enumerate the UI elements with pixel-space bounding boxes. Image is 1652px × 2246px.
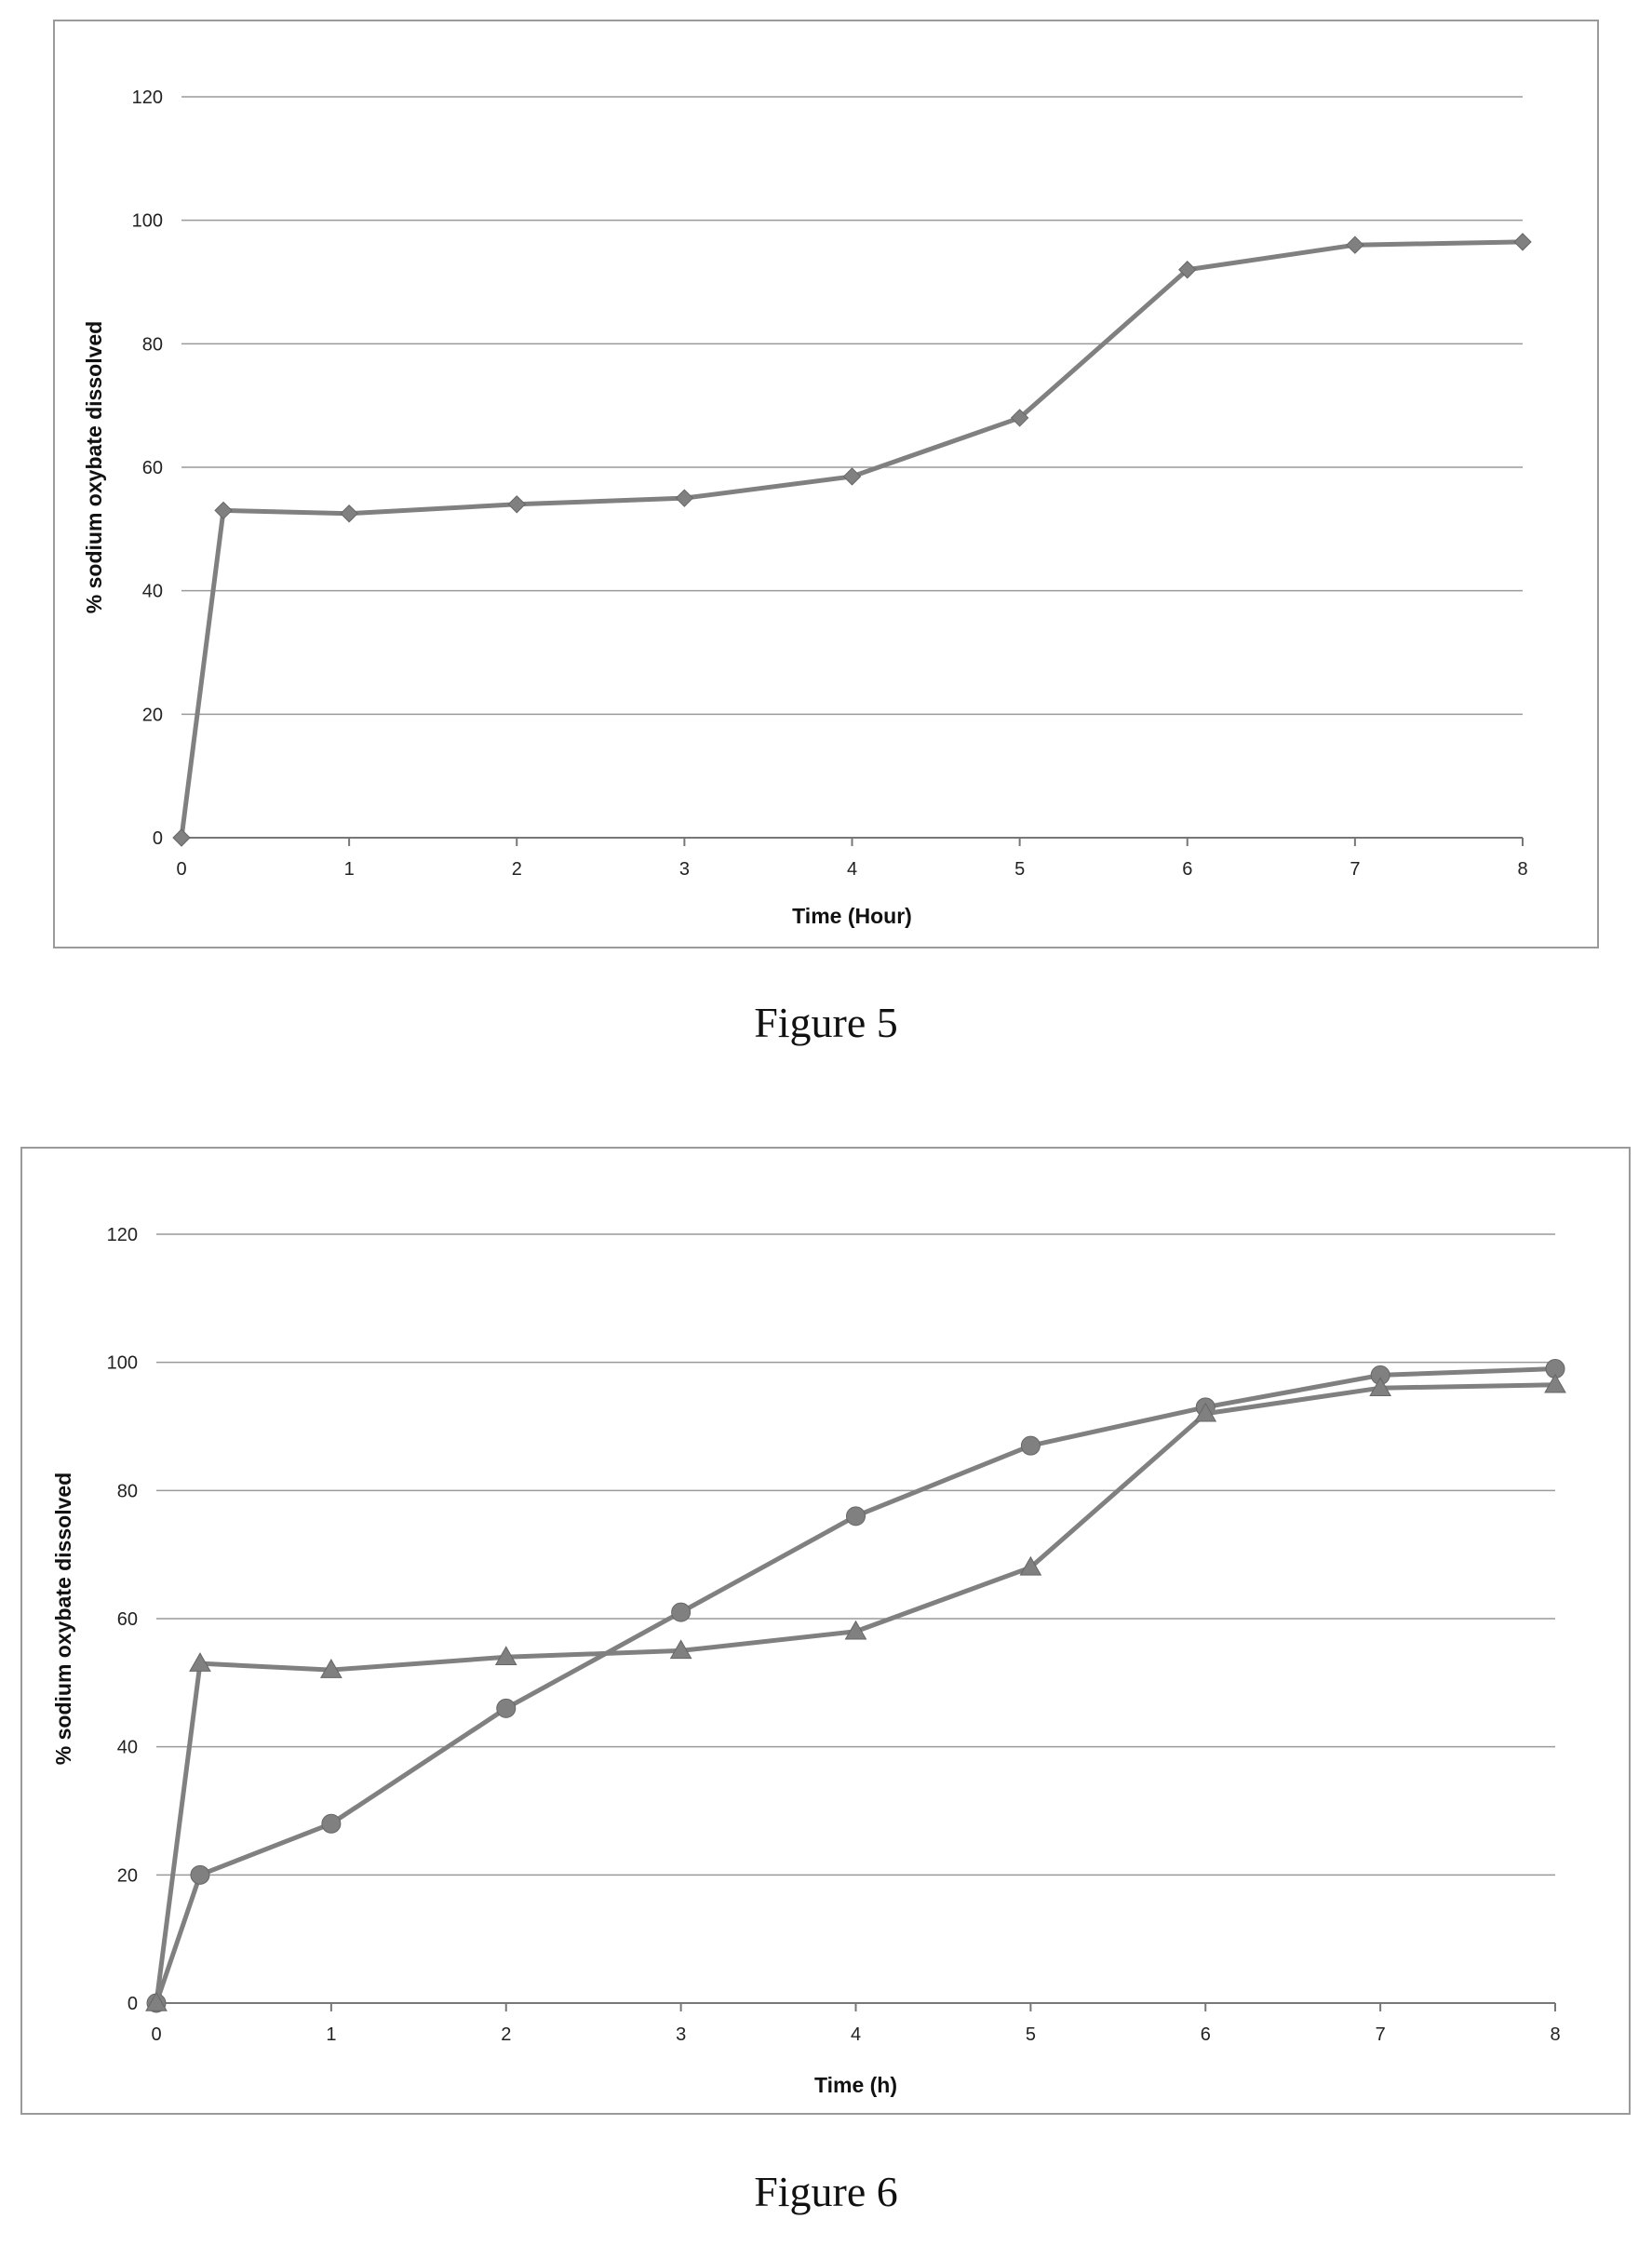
data-point-triangle xyxy=(669,1639,692,1660)
figure-6-caption: Figure 6 xyxy=(754,2168,898,2215)
y-tick-label: 60 xyxy=(117,1609,138,1630)
data-point-circle xyxy=(1020,1435,1041,1456)
data-point-triangle xyxy=(1019,1555,1042,1576)
y-tick-label: 80 xyxy=(117,1481,138,1501)
data-point-triangle xyxy=(145,1991,168,2011)
data-point-diamond xyxy=(214,501,233,520)
series-line-triangle xyxy=(154,1382,1556,2004)
y-tick-label: 120 xyxy=(107,1225,138,1245)
data-point-diamond xyxy=(675,489,694,507)
figure-6-chart: 0 20 40 60 80 100 120 0 1 2 3 4 5 6 7 8 Time (h) % sodium… xyxy=(20,1147,1631,2115)
x-tick-label: 1 xyxy=(344,859,355,880)
data-point-triangle xyxy=(1194,1402,1217,1422)
x-tick-label: 5 xyxy=(1014,859,1025,880)
y-tick-label: 100 xyxy=(132,211,163,232)
x-tick-label: 6 xyxy=(1182,859,1192,880)
y-tick-label: 40 xyxy=(142,582,163,602)
data-point-triangle xyxy=(189,1652,211,1672)
y-tick-label: 80 xyxy=(142,334,163,355)
data-point-diamond xyxy=(1513,233,1532,251)
y-tick-label: 40 xyxy=(117,1738,138,1758)
y-tick-label: 60 xyxy=(142,458,163,478)
x-tick-label: 2 xyxy=(512,859,522,880)
data-point-triangle xyxy=(844,1620,867,1640)
data-point-diamond xyxy=(1178,261,1197,279)
x-tick-label: 7 xyxy=(1350,859,1360,880)
x-axis-title: Time (h) xyxy=(814,2073,897,2097)
x-tick-label: 8 xyxy=(1517,859,1527,880)
data-point-diamond xyxy=(507,495,526,514)
data-point-diamond xyxy=(842,467,862,486)
data-point-circle xyxy=(846,1506,866,1526)
y-tick-label: 100 xyxy=(107,1353,138,1374)
x-tick-label: 2 xyxy=(501,2024,511,2045)
data-point-diamond xyxy=(1010,409,1029,427)
x-tick-label: 8 xyxy=(1550,2024,1560,2045)
y-tick-label: 0 xyxy=(153,828,163,849)
figure-5-caption: Figure 5 xyxy=(754,999,898,1046)
series-line-diamond xyxy=(179,239,1524,839)
data-point-circle xyxy=(671,1602,692,1622)
x-tick-label: 7 xyxy=(1376,2024,1386,2045)
data-point-diamond xyxy=(1346,235,1364,254)
series-line-circle xyxy=(154,1366,1556,2004)
x-tick-label: 0 xyxy=(151,2024,161,2045)
y-axis-title: % sodium oxybate dissolved xyxy=(82,321,106,613)
figure-6-plot: 0 20 40 60 80 100 120 0 1 2 3 4 5 6 7 8 Time (h) % sodium… xyxy=(51,1225,1566,2097)
data-point-diamond xyxy=(340,504,358,523)
data-point-circle xyxy=(190,1864,210,1885)
data-point-triangle xyxy=(1544,1373,1566,1393)
x-axis-title: Time (Hour) xyxy=(792,904,912,928)
y-tick-label: 0 xyxy=(128,1994,138,2014)
y-tick-label: 120 xyxy=(132,87,163,108)
x-tick-label: 0 xyxy=(176,859,186,880)
data-point-diamond xyxy=(172,828,191,847)
y-tick-label: 20 xyxy=(117,1865,138,1886)
data-point-triangle xyxy=(320,1659,342,1678)
data-point-triangle xyxy=(494,1646,517,1666)
x-tick-label: 1 xyxy=(326,2024,336,2045)
x-tick-label: 4 xyxy=(847,859,857,880)
y-axis-title: % sodium oxybate dissolved xyxy=(51,1473,75,1765)
data-point-circle xyxy=(496,1698,517,1718)
data-point-triangle xyxy=(1369,1377,1391,1396)
x-tick-label: 6 xyxy=(1201,2024,1211,2045)
x-tick-label: 3 xyxy=(679,859,690,880)
x-tick-label: 5 xyxy=(1026,2024,1036,2045)
figure-5-plot: 0 20 40 60 80 100 120 0 1 2 3 4 5 6 7 8 Time (Hour) % sod… xyxy=(82,87,1532,928)
x-tick-label: 3 xyxy=(676,2024,686,2045)
data-point-circle xyxy=(321,1813,342,1834)
y-tick-label: 20 xyxy=(142,705,163,725)
figure-5-chart: 0 20 40 60 80 100 120 0 1 2 3 4 5 6 7 8 Time (Hour) % sod… xyxy=(53,20,1599,948)
x-tick-label: 4 xyxy=(851,2024,861,2045)
